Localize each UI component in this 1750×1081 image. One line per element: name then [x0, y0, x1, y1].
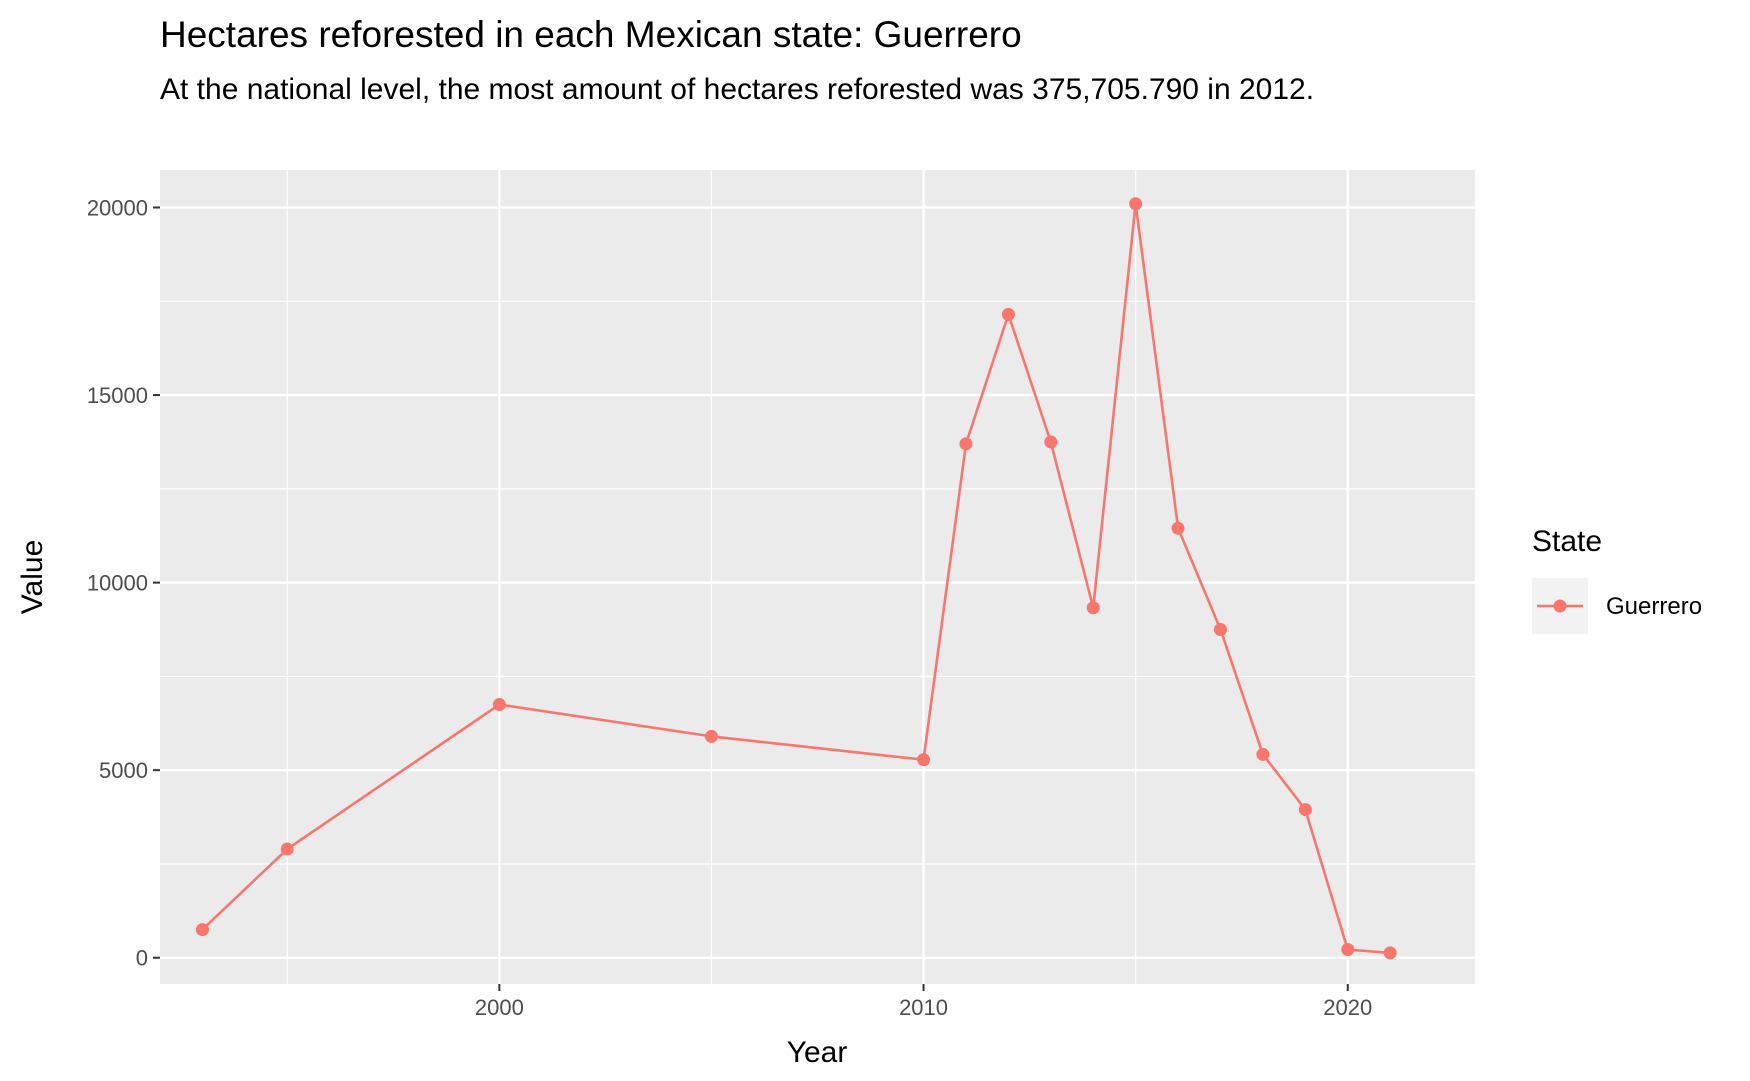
- plot-panel: [160, 170, 1475, 984]
- data-point: [1213, 623, 1227, 637]
- x-tick-label: 2010: [899, 995, 948, 1020]
- data-point: [1171, 521, 1185, 535]
- series-layer: [195, 197, 1397, 960]
- axis-ticks: [153, 206, 1349, 991]
- chart-subtitle: At the national level, the most amount o…: [160, 73, 1315, 106]
- x-tick-label: 2000: [475, 995, 524, 1020]
- data-point: [492, 698, 506, 712]
- minor-gridlines: [160, 170, 1475, 984]
- data-point: [1044, 435, 1058, 449]
- legend: State Guerrero: [1532, 525, 1702, 634]
- series-line-guerrero: [201, 202, 1391, 955]
- data-point: [1383, 946, 1397, 960]
- tick-labels: 2000 2010 2020 0 5000 10000 15000 20000: [87, 196, 1372, 1020]
- y-tick-label: 15000: [87, 383, 148, 408]
- data-point: [959, 437, 973, 451]
- chart-title: Hectares reforested in each Mexican stat…: [160, 14, 1022, 55]
- major-gridlines: [160, 170, 1475, 984]
- data-point: [1001, 307, 1015, 321]
- legend-title: State: [1532, 525, 1602, 558]
- data-point: [1256, 747, 1270, 761]
- data-point: [1086, 601, 1100, 615]
- data-point: [1341, 942, 1355, 956]
- data-point: [280, 842, 294, 856]
- y-tick-label: 0: [136, 946, 148, 971]
- data-point: [704, 729, 718, 743]
- y-tick-label: 5000: [99, 758, 148, 783]
- x-tick-label: 2020: [1323, 995, 1372, 1020]
- y-tick-label: 10000: [87, 571, 148, 596]
- data-point: [1129, 197, 1143, 211]
- data-point: [917, 753, 931, 767]
- legend-label-guerrero: Guerrero: [1606, 593, 1702, 620]
- data-point: [1298, 803, 1312, 817]
- y-axis-title: Value: [16, 540, 49, 615]
- y-tick-label: 20000: [87, 196, 148, 221]
- x-axis-title: Year: [787, 1036, 848, 1069]
- data-point: [195, 923, 209, 937]
- legend-key-point: [1553, 599, 1567, 613]
